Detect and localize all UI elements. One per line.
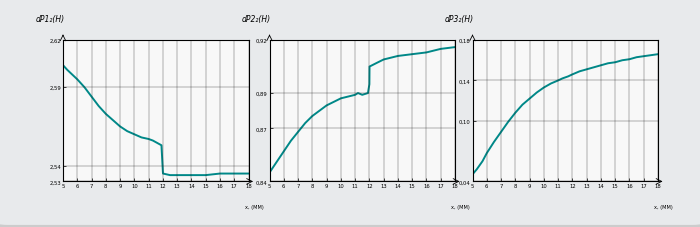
Text: x, (MM): x, (MM) <box>654 204 673 209</box>
Text: x, (MM): x, (MM) <box>451 204 470 209</box>
Text: dP3₂(H): dP3₂(H) <box>444 15 474 24</box>
Text: x, (MM): x, (MM) <box>244 204 263 209</box>
Text: dP2₂(H): dP2₂(H) <box>241 15 271 24</box>
Text: dP1₂(H): dP1₂(H) <box>35 15 64 24</box>
